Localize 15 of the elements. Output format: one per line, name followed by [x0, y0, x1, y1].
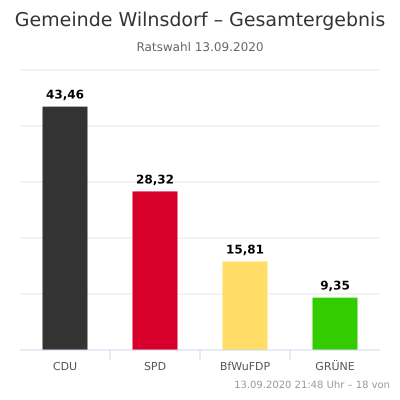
chart-title: Gemeinde Wilnsdorf – Gesamtergebnis	[14, 9, 386, 31]
data-label: 28,32	[136, 172, 174, 186]
chart-subtitle: Ratswahl 13.09.2020	[136, 40, 264, 54]
x-tick-label: BfWuFDP	[220, 360, 271, 373]
bar	[312, 298, 358, 350]
data-label: 15,81	[226, 242, 264, 256]
bar	[42, 106, 88, 350]
x-tick-label: GRÜNE	[315, 359, 355, 373]
text: 13.09.2020 21:48 Uhr – 18 von	[234, 380, 390, 391]
data-label: 43,46	[46, 88, 84, 102]
data-label: 9,35	[320, 278, 350, 293]
bar	[132, 191, 178, 350]
x-tick-label: CDU	[52, 360, 78, 373]
bar	[222, 261, 268, 350]
x-tick-label: SPD	[144, 360, 166, 373]
